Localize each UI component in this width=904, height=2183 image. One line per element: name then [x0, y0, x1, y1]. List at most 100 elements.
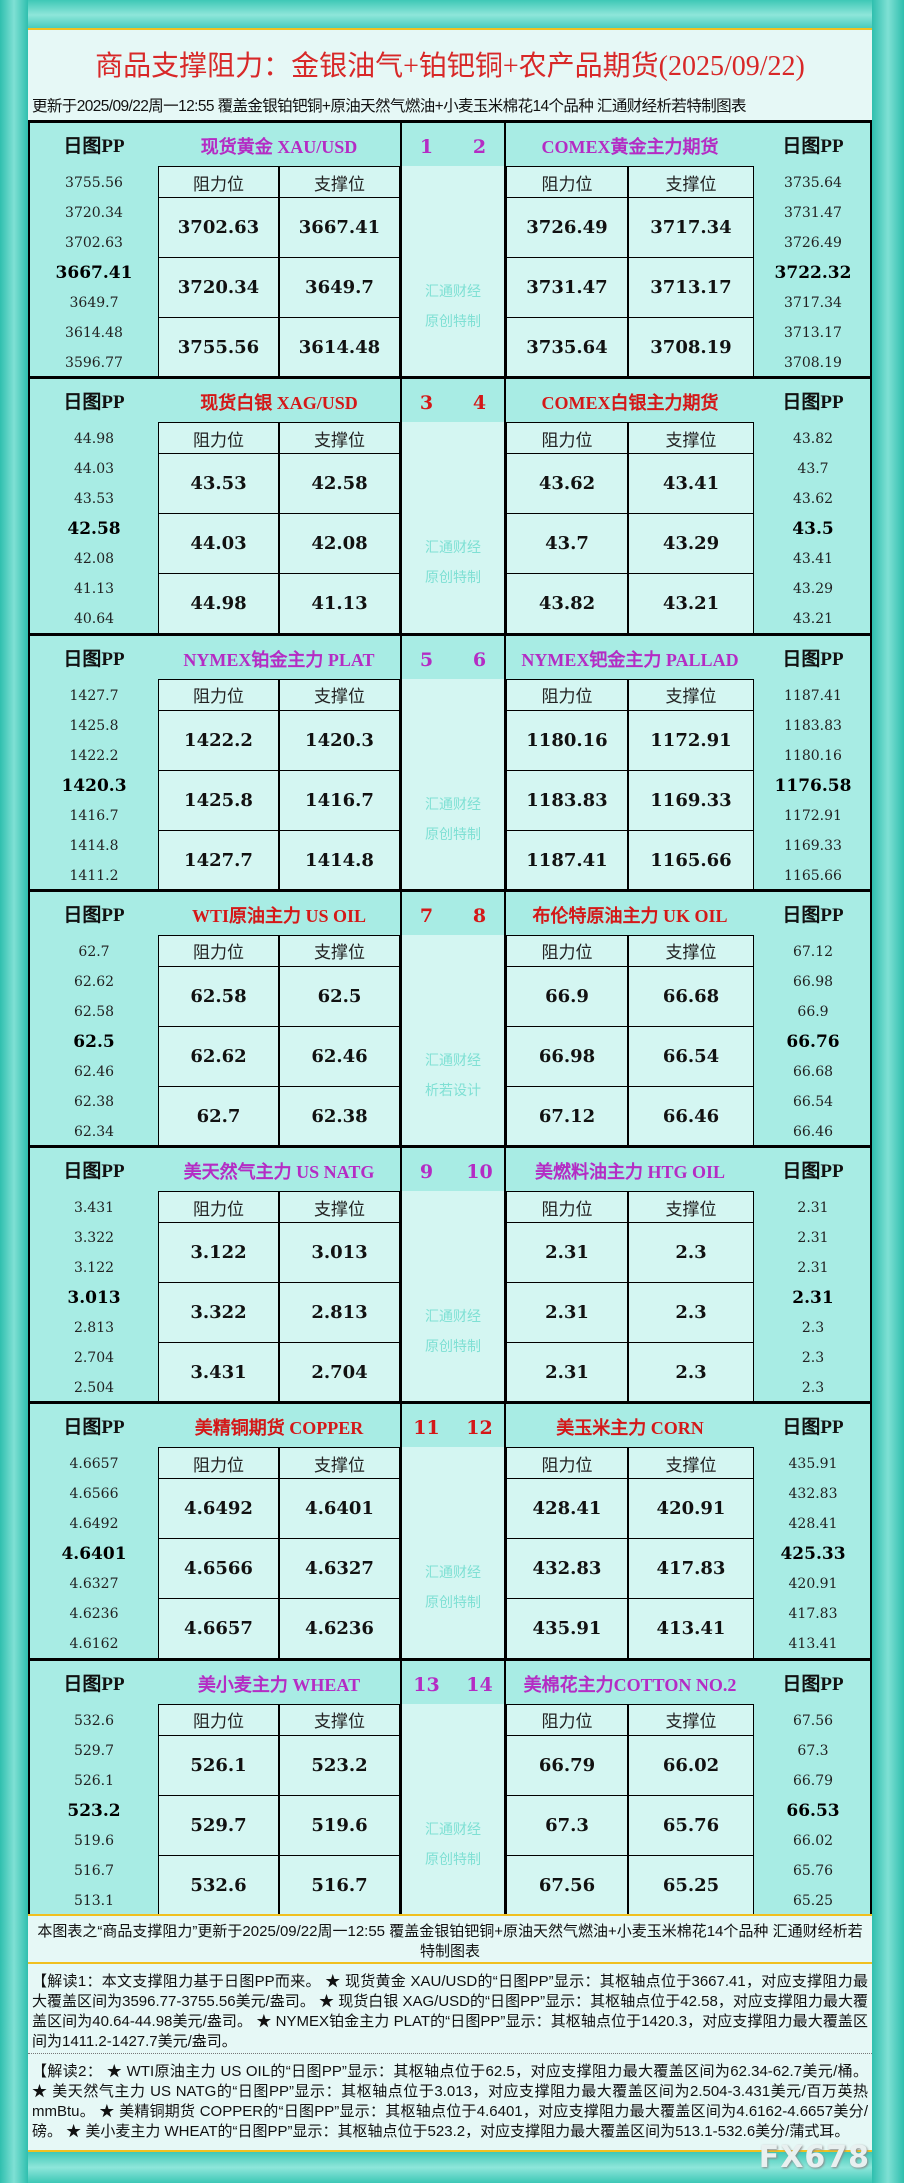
- right-resistance-value: 435.91: [506, 1598, 628, 1660]
- right-pp-level: 2.3: [801, 1380, 825, 1397]
- right-pp-level: 2.31: [797, 1200, 829, 1217]
- left-pp-level: 3755.56: [65, 175, 123, 191]
- left-support-value: 3.013: [279, 1222, 400, 1284]
- left-pp-level: 62.46: [73, 1063, 115, 1080]
- right-pp-level: 435.91: [788, 1456, 838, 1473]
- right-support-header: 支撑位: [628, 422, 754, 455]
- left-resistance-header: 阻力位: [158, 934, 279, 967]
- title-area: 商品支撑阻力：金银油气+铂钯铜+农产品期货(2025/09/22) 更新于202…: [28, 28, 872, 120]
- top-band: [28, 0, 872, 30]
- left-pivot-point: 523.2: [67, 1800, 121, 1821]
- right-support-value: 1172.91: [628, 709, 754, 771]
- right-resistance-value: 3726.49: [506, 197, 628, 258]
- right-resistance-value: 428.41: [506, 1478, 628, 1540]
- right-pp-level: 3735.64: [784, 175, 842, 191]
- right-pp-level: 428.41: [788, 1516, 838, 1533]
- left-resistance-value: 43.53: [158, 453, 279, 515]
- right-resistance-value: 66.98: [506, 1025, 628, 1087]
- right-pivot-point: 2.31: [792, 1288, 834, 1309]
- right-pp-level: 66.54: [792, 1093, 834, 1110]
- right-resistance-header: 阻力位: [506, 934, 628, 967]
- left-support-value: 42.58: [279, 453, 400, 515]
- right-pp-level: 1183.83: [784, 717, 842, 734]
- right-panel-number: 10: [466, 1161, 493, 1184]
- left-instrument-title: NYMEX铂金主力 PLAT: [183, 649, 375, 670]
- left-pp-level: 41.13: [73, 581, 115, 598]
- right-support-value: 3717.34: [628, 197, 754, 258]
- panel-center-column: 汇通财经 原创特制: [400, 1191, 506, 1402]
- left-pp-level: 4.6566: [69, 1486, 119, 1503]
- left-support-header: 支撑位: [279, 166, 400, 198]
- left-resistance-value: 526.1: [158, 1734, 279, 1796]
- left-pp-header: 日图PP: [63, 136, 125, 157]
- right-pp-level: 65.25: [792, 1892, 834, 1909]
- left-pp-level: 3.431: [73, 1200, 115, 1217]
- right-resistance-value: 43.62: [506, 453, 628, 515]
- right-support-value: 1169.33: [628, 769, 754, 831]
- left-support-header: 支撑位: [279, 1703, 400, 1736]
- commodity-panel: 汇通财经 原创特制 日图PP NYMEX铂金主力 PLAT 5 阻力位 支撑位 1422.2 1…: [28, 632, 872, 891]
- panel-center-column: 汇通财经 原创特制: [400, 1703, 506, 1915]
- left-panel-number: 7: [419, 904, 434, 927]
- left-instrument-title: WTI原油主力 US OIL: [191, 905, 367, 926]
- right-pp-level: 67.12: [792, 943, 834, 960]
- panel-center-column: 汇通财经 原创特制: [400, 678, 506, 889]
- left-support-header: 支撑位: [279, 1191, 400, 1224]
- footer-note-1: 【解读1：本文支撑阻力基于日图PP而来。 ★ 现货黄金 XAU/USD的“日图P…: [28, 1964, 872, 2054]
- right-resistance-value: 432.83: [506, 1538, 628, 1600]
- right-panel-number: 8: [472, 904, 487, 927]
- right-pp-level: 1172.91: [784, 807, 842, 824]
- right-pp-level: 65.76: [792, 1862, 834, 1879]
- left-pp-header: 日图PP: [63, 904, 125, 926]
- left-resistance-header: 阻力位: [158, 1447, 279, 1480]
- page-subtitle: 更新于2025/09/22周一12:55 覆盖金银铂钯铜+原油天然气燃油+小麦玉…: [32, 98, 747, 115]
- right-support-header: 支撑位: [628, 678, 754, 711]
- left-pivot-point: 1420.3: [61, 775, 127, 796]
- left-pp-level: 2.504: [73, 1380, 115, 1397]
- right-support-header: 支撑位: [628, 934, 754, 967]
- fx678-watermark-logo: FX678: [758, 2140, 870, 2175]
- left-support-header: 支撑位: [279, 422, 400, 455]
- right-pivot-point: 66.53: [786, 1800, 840, 1821]
- left-pp-level: 532.6: [73, 1712, 115, 1729]
- left-pp-level: 42.08: [73, 551, 115, 568]
- left-resistance-value: 4.6492: [158, 1478, 279, 1540]
- left-pp-level: 519.6: [73, 1832, 115, 1849]
- watermark-text: 汇通财经: [425, 1052, 481, 1069]
- right-instrument-title: 美棉花主力COTTON NO.2: [523, 1674, 737, 1695]
- commodity-panel: 汇通财经 析若设计 日图PP WTI原油主力 US OIL 7 阻力位 支撑位 62.58 62…: [28, 888, 872, 1147]
- right-resistance-value: 66.9: [506, 965, 628, 1027]
- left-support-value: 1420.3: [279, 709, 400, 771]
- left-pp-level: 1416.7: [69, 807, 119, 824]
- watermark-text: 汇通财经: [425, 540, 481, 557]
- left-resistance-value: 4.6657: [158, 1598, 279, 1660]
- left-resistance-value: 62.58: [158, 965, 279, 1027]
- right-support-header: 支撑位: [628, 1447, 754, 1480]
- right-resistance-value: 1180.16: [506, 709, 628, 771]
- left-support-value: 3649.7: [279, 257, 400, 318]
- watermark-text: 汇通财经: [425, 1309, 481, 1326]
- left-pp-level: 1414.8: [69, 837, 119, 854]
- right-resistance-value: 67.12: [506, 1085, 628, 1147]
- left-support-value: 1414.8: [279, 829, 400, 891]
- right-pivot-point: 1176.58: [774, 775, 852, 796]
- right-pivot-point: 43.5: [792, 519, 834, 540]
- left-pivot-point: 42.58: [67, 519, 121, 540]
- panel-center-column: 汇通财经 析若设计: [400, 934, 506, 1146]
- left-support-value: 4.6236: [279, 1598, 400, 1660]
- left-pivot-point: 3667.41: [55, 263, 133, 283]
- left-pp-level: 62.7: [78, 943, 110, 960]
- left-resistance-value: 1427.7: [158, 829, 279, 891]
- right-pp-level: 420.91: [788, 1576, 838, 1593]
- right-resistance-header: 阻力位: [506, 166, 628, 198]
- right-pp-header: 日图PP: [782, 392, 844, 414]
- right-pp-level: 43.62: [792, 491, 834, 508]
- right-resistance-value: 66.79: [506, 1734, 628, 1796]
- left-support-value: 62.38: [279, 1085, 400, 1147]
- right-pp-level: 2.3: [801, 1350, 825, 1367]
- right-pp-level: 43.7: [797, 461, 829, 478]
- left-pp-level: 3614.48: [65, 325, 123, 341]
- right-resistance-value: 3731.47: [506, 257, 628, 318]
- left-support-value: 62.5: [279, 965, 400, 1027]
- right-resistance-value: 2.31: [506, 1342, 628, 1404]
